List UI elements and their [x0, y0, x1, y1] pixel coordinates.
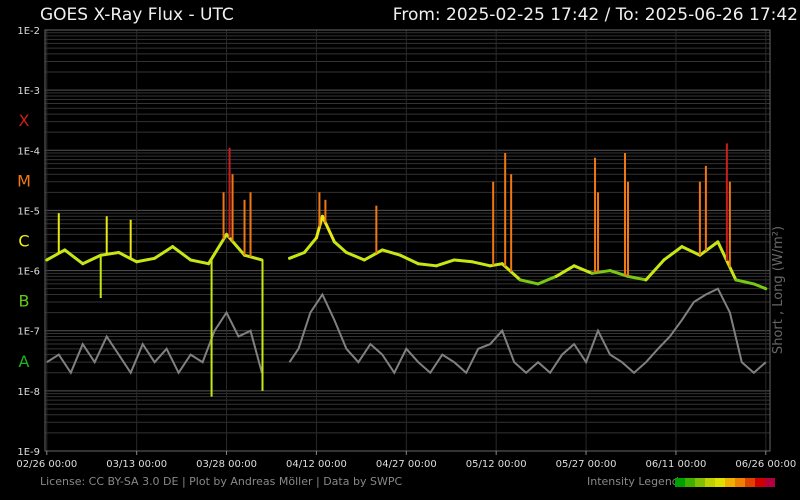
x-tick-label: 03/28 00:00 [196, 459, 257, 470]
y-tick-label: 1E-3 [17, 86, 40, 97]
legend-swatch [755, 478, 765, 487]
legend-swatch [685, 478, 695, 487]
y-tick-label: 1E-5 [17, 206, 40, 217]
long-flux-segment [45, 248, 67, 262]
x-tick-label: 03/13 00:00 [106, 459, 167, 470]
long-flux-segment [135, 256, 157, 264]
y-axis-ticks: 1E-2 1E-3 1E-4 1E-5 1E-6 1E-7 1E-8 1E-9 [17, 26, 40, 458]
long-flux-segment [171, 245, 193, 262]
long-flux-segment [344, 250, 366, 262]
flare-class-labels: X M C B A [17, 111, 31, 371]
series-short [46, 287, 767, 375]
long-flux-segment [398, 253, 420, 266]
long-flux-segment [626, 274, 648, 282]
long-flux-segment [117, 250, 139, 264]
long-flux-segment [63, 248, 85, 266]
y-tick-label: 1E-8 [17, 387, 40, 398]
short-flux-line [288, 287, 767, 375]
x-tick-label: 06/26 00:00 [735, 459, 796, 470]
x-tick-label: 02/26 00:00 [16, 459, 77, 470]
legend-swatch [725, 478, 735, 487]
long-flux-segment [287, 250, 306, 260]
short-flux-line [46, 310, 263, 375]
y-tick-label: 1E-2 [17, 26, 40, 37]
long-flux-segment [380, 248, 402, 257]
x-axis-ticks: 02/26 00:00 03/13 00:00 03/28 00:00 04/12 0… [16, 451, 796, 470]
long-flux-segment [644, 258, 666, 282]
long-flux-segment [752, 282, 768, 291]
series-long [45, 143, 768, 397]
flare-class-M: M [17, 171, 31, 190]
legend-swatch [735, 478, 745, 487]
long-flux-segment [189, 258, 211, 266]
legend-swatch [715, 478, 725, 487]
x-tick-label: 05/12 00:00 [466, 459, 527, 470]
long-flux-segment [99, 250, 121, 257]
y-axis-label: Short , Long (W/m²) [771, 226, 786, 354]
intensity-legend [675, 478, 775, 487]
x-tick-label: 05/27 00:00 [556, 459, 617, 470]
long-flux-segment [680, 245, 702, 257]
date-range: From: 2025-02-25 17:42 / To: 2025-06-26 … [392, 5, 798, 25]
flare-class-A: A [19, 352, 30, 371]
long-flux-segment [302, 236, 318, 254]
plot-frame [44, 29, 771, 452]
long-flux-segment [734, 278, 756, 286]
x-tick-label: 04/27 00:00 [376, 459, 437, 470]
long-flux-segment [243, 253, 264, 262]
flare-class-X: X [19, 111, 30, 130]
long-flux-segment [416, 262, 438, 268]
y-tick-label: 1E-4 [17, 146, 40, 157]
long-flux-segment [698, 240, 720, 257]
long-flux-segment [81, 253, 103, 266]
long-flux-segment [153, 245, 175, 260]
y-tick-label: 1E-7 [17, 327, 40, 338]
y-tick-label: 1E-6 [17, 267, 40, 278]
flare-class-B: B [19, 292, 30, 311]
intensity-legend-label: Intensity Legend [587, 475, 679, 488]
credits: License: CC BY-SA 3.0 DE | Plot by Andre… [40, 475, 403, 488]
x-tick-label: 04/12 00:00 [286, 459, 347, 470]
legend-swatch [745, 478, 755, 487]
long-flux-segment [536, 274, 558, 286]
legend-swatch [695, 478, 705, 487]
long-flux-segment [554, 264, 576, 278]
chart-title: GOES X-Ray Flux - UTC [40, 5, 234, 25]
legend-swatch [705, 478, 715, 487]
long-flux-segment [434, 258, 456, 268]
long-flux-segment [332, 240, 348, 254]
grid [45, 29, 770, 452]
x-tick-label: 06/11 00:00 [646, 459, 707, 470]
y-tick-label: 1E-9 [17, 447, 40, 458]
long-flux-segment [452, 258, 474, 264]
flare-class-C: C [18, 232, 29, 251]
long-flux-segment [470, 260, 492, 268]
long-flux-segment [518, 278, 540, 286]
long-flux-segment [662, 245, 684, 262]
long-flux-segment [488, 262, 504, 268]
legend-swatch [765, 478, 775, 487]
long-flux-segment [362, 248, 384, 262]
legend-swatch [675, 478, 685, 487]
long-flux-segment [572, 264, 594, 275]
